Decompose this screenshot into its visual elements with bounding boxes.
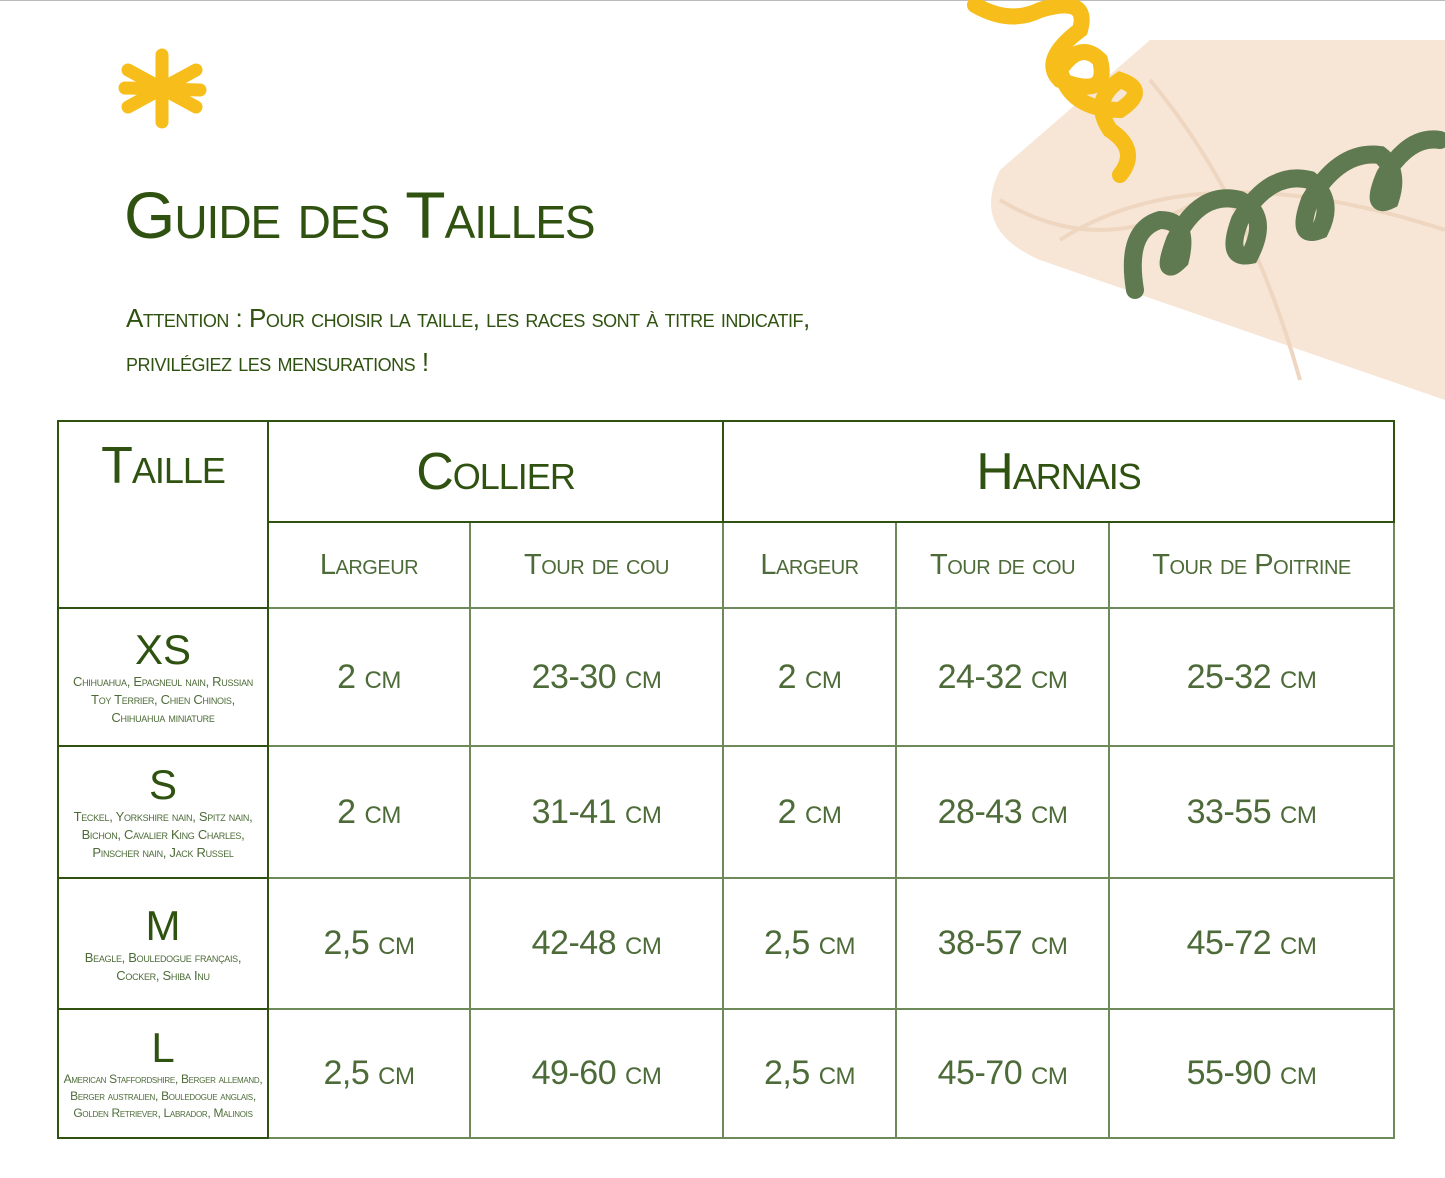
value-cell: 2,5 cm — [722, 1008, 898, 1139]
value-cell: 2,5 cm — [267, 877, 471, 1010]
value-cell: 24-32 cm — [895, 607, 1111, 747]
value-cell: 33-55 cm — [1108, 745, 1396, 879]
value-cell: 45-70 cm — [895, 1008, 1111, 1139]
subheader-collier-tour-de-cou: Tour de cou — [468, 521, 725, 609]
size-cell: XS Chihuahua, Epagneul nain, Russian Toy … — [57, 607, 269, 747]
table-row: L American Staffordshire, Berger allemand… — [57, 1008, 1396, 1139]
value-cell: 23-30 cm — [468, 607, 725, 747]
note-line-1: Attention : Pour choisir la taille, les … — [126, 303, 810, 333]
table-row: XS Chihuahua, Epagneul nain, Russian Toy … — [57, 607, 1396, 747]
header-collier: Collier — [266, 420, 725, 523]
value-cell: 38-57 cm — [895, 877, 1111, 1010]
value-cell: 55-90 cm — [1108, 1008, 1396, 1139]
value-cell: 2 cm — [267, 607, 471, 747]
size-cell: S Teckel, Yorkshire nain, Spitz nain, Bic… — [57, 745, 269, 879]
yellow-spiral — [967, 0, 1143, 183]
note-line-2: privilégiez les mensurations ! — [126, 347, 429, 377]
subheader-harnais-largeur: Largeur — [722, 521, 898, 609]
subheader-harnais-tour-de-cou: Tour de cou — [895, 521, 1111, 609]
value-cell: 25-32 cm — [1108, 607, 1396, 747]
header-harnais: Harnais — [722, 420, 1396, 523]
value-cell: 31-41 cm — [468, 745, 725, 879]
subheader-collier-largeur: Largeur — [267, 521, 471, 609]
decorations — [118, 0, 1445, 400]
value-cell: 28-43 cm — [895, 745, 1111, 879]
value-cell: 2,5 cm — [722, 877, 898, 1010]
subheader-harnais-tour-de-poitrine: Tour de Poitrine — [1108, 521, 1396, 609]
size-cell: M Beagle, Bouledogue français, Cocker, Sh… — [57, 877, 269, 1010]
table-row: S Teckel, Yorkshire nain, Spitz nain, Bic… — [57, 745, 1396, 879]
value-cell: 2 cm — [267, 745, 471, 879]
value-cell: 2 cm — [722, 607, 898, 747]
value-cell: 45-72 cm — [1108, 877, 1396, 1010]
size-table: Taille Collier Harnais Largeur Tour de c… — [57, 420, 1396, 1139]
page-title: Guide des Tailles — [124, 178, 596, 252]
value-cell: 49-60 cm — [468, 1008, 725, 1139]
green-spiral — [1123, 130, 1445, 299]
size-cell: L American Staffordshire, Berger allemand… — [57, 1008, 269, 1139]
value-cell: 2 cm — [722, 745, 898, 879]
header-taille: Taille — [57, 420, 269, 609]
value-cell: 2,5 cm — [267, 1008, 471, 1139]
value-cell: 42-48 cm — [468, 877, 725, 1010]
top-border — [0, 0, 1445, 1]
table-row: M Beagle, Bouledogue français, Cocker, Sh… — [57, 877, 1396, 1010]
asterisk-icon — [118, 48, 207, 129]
